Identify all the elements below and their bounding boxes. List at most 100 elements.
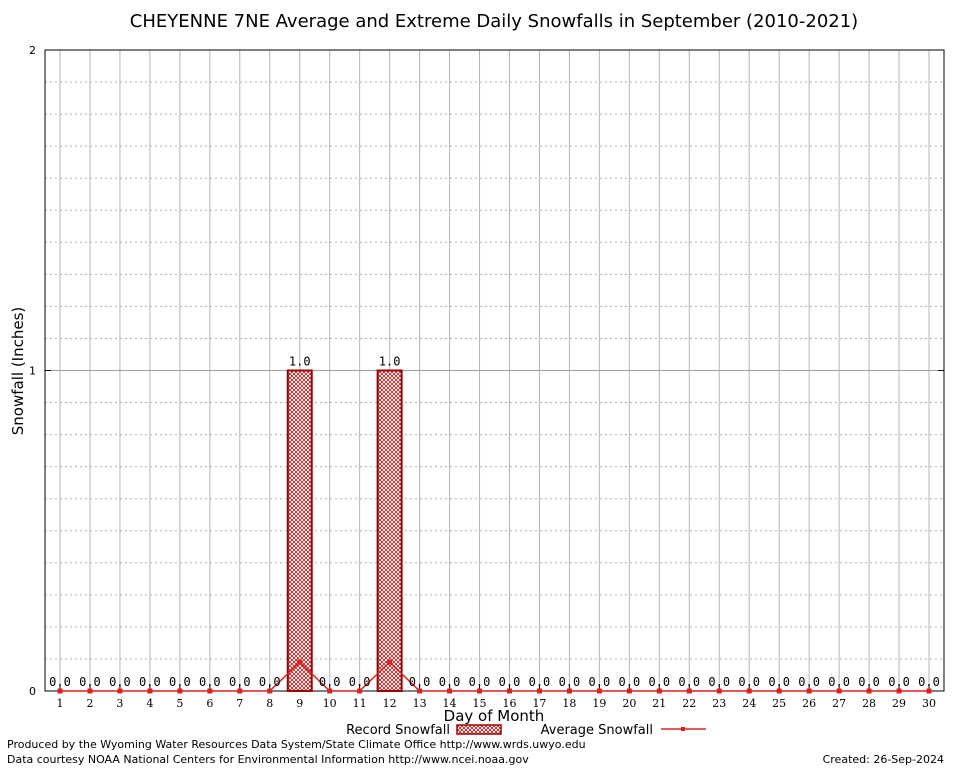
bar-value-label: 0.0 (349, 675, 371, 689)
average-point (776, 688, 782, 694)
average-point (237, 688, 243, 694)
x-tick-label: 30 (922, 697, 936, 710)
bar-value-label: 0.0 (139, 675, 161, 689)
footer-courtesy: Data courtesy NOAA National Centers for … (7, 753, 529, 766)
bar-value-label: 0.0 (49, 675, 71, 689)
bar-value-label: 0.0 (469, 675, 491, 689)
bar-value-label: 0.0 (439, 675, 461, 689)
x-tick-label: 7 (236, 697, 243, 710)
bar-value-label: 0.0 (229, 675, 251, 689)
average-point (297, 659, 303, 665)
average-point (866, 688, 872, 694)
x-tick-label: 22 (682, 697, 696, 710)
bar-value-label: 0.0 (499, 675, 521, 689)
x-tick-label: 29 (892, 697, 906, 710)
bar-value-label: 0.0 (918, 675, 940, 689)
x-tick-label: 26 (802, 697, 816, 710)
x-tick-label: 16 (502, 697, 516, 710)
average-point (746, 688, 752, 694)
average-point (177, 688, 183, 694)
average-point (447, 688, 453, 694)
x-tick-label: 2 (86, 697, 93, 710)
bar-value-label: 0.0 (828, 675, 850, 689)
x-tick-label: 11 (353, 697, 367, 710)
average-point (117, 688, 123, 694)
x-tick-label: 10 (323, 697, 337, 710)
x-tick-label: 14 (443, 697, 457, 710)
average-point (327, 688, 333, 694)
x-tick-label: 19 (592, 697, 606, 710)
x-tick-label: 18 (562, 697, 576, 710)
x-tick-label: 4 (146, 697, 153, 710)
bar-value-label: 0.0 (79, 675, 101, 689)
bar-value-label: 0.0 (648, 675, 670, 689)
grid-lines (45, 50, 944, 691)
y-axis-label: Snowfall (Inches) (9, 307, 27, 435)
x-tick-label: 28 (862, 697, 876, 710)
bar-value-label: 0.0 (768, 675, 790, 689)
bar-value-label: 0.0 (109, 675, 131, 689)
value-labels: 0.0 0.0 0.0 0.0 0.0 0.0 0.0 0.0 1.0 0.0 0.0 1.0 0.0 0… (49, 355, 940, 690)
x-tick-label: 17 (532, 697, 546, 710)
average-point (716, 688, 722, 694)
bar-value-label: 0.0 (708, 675, 730, 689)
y-tick-label: 0 (29, 685, 36, 698)
bar-value-label: 0.0 (409, 675, 431, 689)
footer-produced-by: Produced by the Wyoming Water Resources … (7, 738, 586, 751)
y-tick-label: 2 (29, 44, 36, 57)
x-tick-label: 6 (206, 697, 213, 710)
bar-value-label: 0.0 (559, 675, 581, 689)
bar-value-label: 0.0 (259, 675, 281, 689)
average-point (506, 688, 512, 694)
average-point (896, 688, 902, 694)
x-tick-label: 20 (622, 697, 636, 710)
bar-value-label: 0.0 (169, 675, 191, 689)
x-tick-label: 3 (116, 697, 123, 710)
average-point (87, 688, 93, 694)
legend-label-average: Average Snowfall (541, 723, 653, 738)
average-point (417, 688, 423, 694)
y-tick-label: 1 (29, 365, 36, 378)
average-point (566, 688, 572, 694)
x-tick-label: 9 (296, 697, 303, 710)
average-point (357, 688, 363, 694)
average-point (267, 688, 273, 694)
average-point (836, 688, 842, 694)
x-tick-label: 24 (742, 697, 756, 710)
bar-value-label: 0.0 (199, 675, 221, 689)
average-point (477, 688, 483, 694)
average-point (207, 688, 213, 694)
average-point (686, 688, 692, 694)
x-tick-label: 1 (57, 697, 64, 710)
bar-value-label: 1.0 (289, 355, 311, 369)
record-bar (286, 369, 313, 692)
bar-value-label: 0.0 (888, 675, 910, 689)
legend-swatch-record (456, 724, 502, 735)
x-tick-label: 21 (652, 697, 666, 710)
chart-title: CHEYENNE 7NE Average and Extreme Daily S… (130, 11, 858, 32)
x-tick-label: 27 (832, 697, 846, 710)
average-point (626, 688, 632, 694)
average-point (536, 688, 542, 694)
average-point (656, 688, 662, 694)
average-point (806, 688, 812, 694)
bar-value-label: 0.0 (319, 675, 341, 689)
average-line-path (60, 661, 929, 692)
x-tick-label: 13 (413, 697, 427, 710)
y-axis-ticks: 0 1 2 (29, 44, 944, 698)
x-tick-label: 8 (266, 697, 273, 710)
x-tick-label: 12 (383, 697, 397, 710)
x-tick-label: 5 (176, 697, 183, 710)
average-point (387, 659, 393, 665)
bar-value-label: 0.0 (798, 675, 820, 689)
x-tick-label: 23 (712, 697, 726, 710)
x-tick-label: 25 (772, 697, 786, 710)
footer-created: Created: 26-Sep-2024 (823, 753, 944, 766)
bar-value-label: 0.0 (678, 675, 700, 689)
bar-value-label: 0.0 (738, 675, 760, 689)
x-tick-label: 15 (473, 697, 487, 710)
bar-value-label: 0.0 (619, 675, 641, 689)
bar-value-label: 0.0 (589, 675, 611, 689)
bar-value-label: 0.0 (858, 675, 880, 689)
